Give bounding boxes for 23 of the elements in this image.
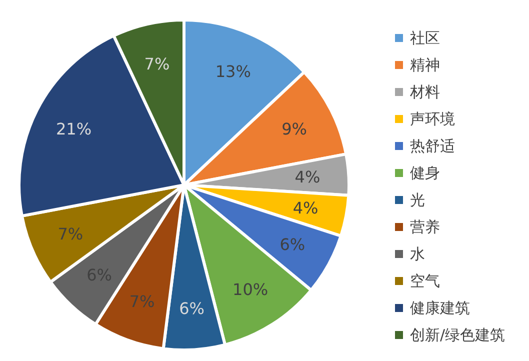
data-label: 7% xyxy=(58,224,84,244)
legend-label: 营养 xyxy=(410,218,440,236)
legend-label: 健身 xyxy=(410,164,440,182)
data-label: 10% xyxy=(232,280,268,299)
legend-label: 材料 xyxy=(409,83,440,101)
legend-label: 水 xyxy=(410,245,425,263)
legend-label: 精神 xyxy=(410,56,440,74)
data-label: 4% xyxy=(294,168,320,187)
legend-label: 创新/绿色建筑 xyxy=(410,326,506,344)
legend-label: 健康建筑 xyxy=(410,299,470,317)
data-label: 9% xyxy=(282,119,307,138)
legend-label: 社区 xyxy=(410,29,440,47)
data-label: 7% xyxy=(129,292,155,311)
legend-label: 光 xyxy=(410,191,425,209)
legend-label: 声环境 xyxy=(410,110,455,128)
legend-label: 空气 xyxy=(410,272,440,290)
data-label: 6% xyxy=(280,235,306,254)
data-label: 4% xyxy=(292,198,318,218)
data-label: 6% xyxy=(179,299,204,318)
data-label: 13% xyxy=(215,62,251,81)
data-label: 7% xyxy=(144,54,170,74)
data-label: 21% xyxy=(56,119,92,138)
legend-label: 热舒适 xyxy=(410,137,455,155)
